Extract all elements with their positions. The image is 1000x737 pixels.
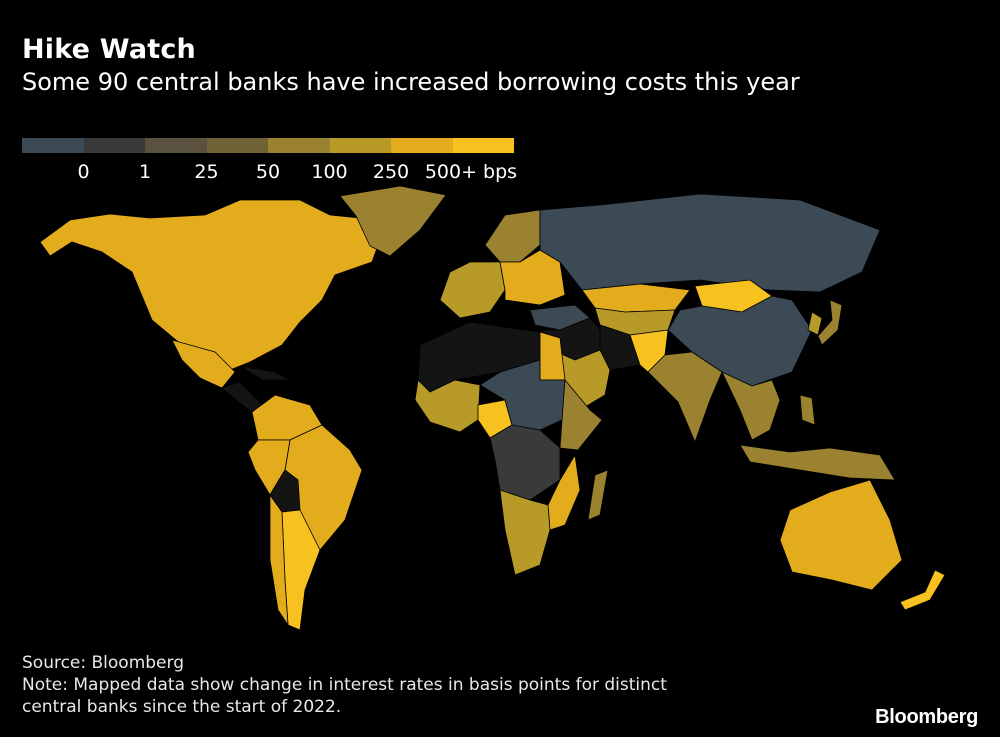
region-southern-africa <box>499 489 551 576</box>
legend-swatch <box>452 138 514 153</box>
region-madagascar <box>587 469 609 521</box>
legend-swatch <box>391 138 453 153</box>
region-scandinavia <box>484 209 541 263</box>
region-chile <box>269 493 289 627</box>
legend-swatch <box>22 138 84 153</box>
note-line-2: central banks since the start of 2022. <box>22 697 342 717</box>
region-australia <box>779 479 903 591</box>
region-western-europe <box>439 261 506 319</box>
region-eastern-europe <box>499 249 566 306</box>
region-north-america <box>39 199 381 373</box>
region-kazakhstan <box>581 283 691 313</box>
legend-label: 100 <box>311 161 348 183</box>
legend-label: 50 <box>255 161 281 183</box>
region-caribbean <box>239 365 291 381</box>
world-map <box>39 185 946 631</box>
region-philippines <box>799 394 816 426</box>
note-line-1: Note: Mapped data show change in interes… <box>22 675 667 695</box>
color-legend: 0 1 25 50 100 250 500+ bps <box>22 138 518 185</box>
region-russia <box>539 193 881 293</box>
chart-title: Hike Watch <box>22 34 196 65</box>
region-korea <box>807 311 823 336</box>
region-new-zealand <box>899 569 946 611</box>
legend-label: 0 <box>77 161 90 183</box>
region-east-africa <box>559 378 603 451</box>
legend-swatch <box>145 138 207 153</box>
region-southeast-asia <box>721 371 781 441</box>
legend-swatch <box>83 138 145 153</box>
bloomberg-logo: Bloomberg <box>875 706 978 728</box>
legend-label: 25 <box>194 161 219 183</box>
region-indonesia <box>739 444 896 481</box>
region-india <box>647 351 723 444</box>
legend-label: 1 <box>138 161 152 183</box>
region-congo <box>489 424 561 501</box>
region-central-america <box>221 381 263 413</box>
legend-labels: 0 1 25 50 100 250 500+ bps <box>22 161 518 185</box>
source-text: Source: Bloomberg <box>22 653 184 673</box>
legend-swatch <box>206 138 268 153</box>
legend-swatch <box>329 138 391 153</box>
legend-color-bar <box>22 138 514 153</box>
region-greenland <box>339 185 447 257</box>
chart-subtitle: Some 90 central banks have increased bor… <box>22 68 800 96</box>
legend-label: 500+ bps <box>424 161 518 183</box>
region-west-africa <box>414 379 481 433</box>
legend-swatch <box>268 138 330 153</box>
region-japan <box>817 299 843 346</box>
legend-label: 250 <box>372 161 410 183</box>
source-note: Source: Bloomberg Note: Mapped data show… <box>22 652 667 718</box>
